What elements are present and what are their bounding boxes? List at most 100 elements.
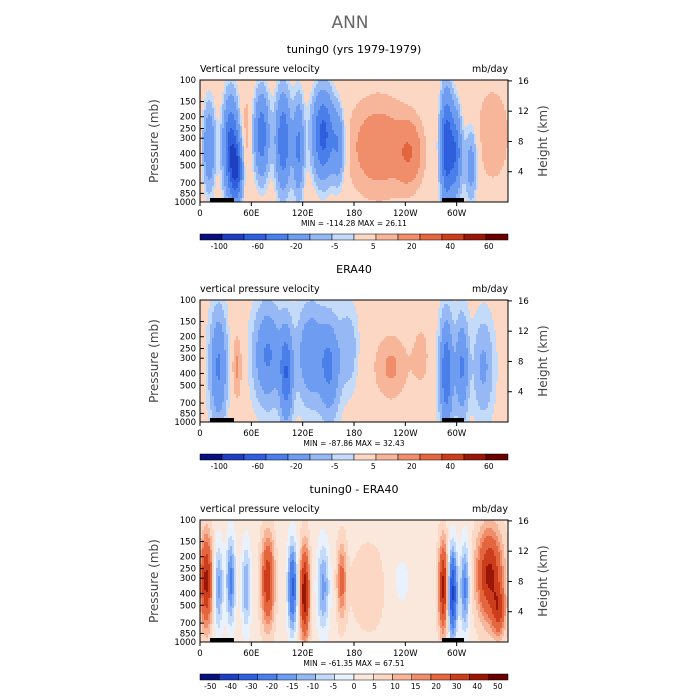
field-cell — [232, 118, 235, 121]
field-cell — [218, 92, 221, 95]
field-cell — [436, 130, 439, 133]
field-cell — [214, 108, 217, 111]
field-cell — [414, 120, 417, 123]
field-cell — [504, 134, 507, 137]
field-cell — [506, 118, 509, 121]
field-cell — [420, 124, 423, 127]
field-cell — [504, 118, 507, 121]
field-cell — [234, 110, 237, 113]
field-cell — [328, 140, 331, 143]
field-cell — [290, 96, 293, 99]
field-cell — [344, 116, 347, 119]
field-cell — [440, 86, 443, 89]
field-cell — [208, 128, 211, 131]
field-cell — [432, 118, 435, 121]
field-cell — [398, 130, 401, 133]
field-cell — [286, 118, 289, 121]
field-cell — [452, 98, 455, 101]
field-cell — [368, 140, 371, 143]
field-cell — [232, 100, 235, 103]
field-cell — [260, 132, 263, 135]
field-cell — [204, 104, 207, 107]
field-cell — [416, 88, 419, 91]
field-cell — [494, 134, 497, 137]
field-cell — [292, 92, 295, 95]
field-cell — [258, 108, 261, 111]
field-cell — [228, 86, 231, 89]
field-cell — [398, 120, 401, 123]
field-cell — [360, 116, 363, 119]
field-cell — [494, 124, 497, 127]
field-cell — [266, 130, 269, 133]
field-cell — [388, 112, 391, 115]
field-cell — [354, 80, 357, 83]
field-cell — [316, 94, 319, 97]
panel-title: tuning0 (yrs 1979-1979) — [287, 43, 422, 56]
field-cell — [502, 134, 505, 137]
field-cell — [260, 142, 263, 145]
field-cell — [384, 110, 387, 113]
field-cell — [484, 86, 487, 89]
field-cell — [260, 120, 263, 123]
field-cell — [498, 136, 501, 139]
field-cell — [454, 130, 457, 133]
field-cell — [338, 86, 341, 89]
field-cell — [322, 102, 325, 105]
field-cell — [250, 116, 253, 119]
field-cell — [290, 122, 293, 125]
field-cell — [290, 86, 293, 89]
field-cell — [258, 90, 261, 93]
field-cell — [280, 80, 283, 83]
field-cell — [488, 80, 491, 83]
field-cell — [502, 136, 505, 139]
field-cell — [342, 106, 345, 109]
field-cell — [498, 106, 501, 109]
field-cell — [346, 90, 349, 93]
field-cell — [272, 84, 275, 87]
field-cell — [304, 90, 307, 93]
field-cell — [368, 138, 371, 141]
field-cell — [226, 122, 229, 125]
field-cell — [382, 114, 385, 117]
field-cell — [270, 82, 273, 85]
field-cell — [316, 98, 319, 101]
field-cell — [360, 80, 363, 83]
field-cell — [272, 88, 275, 91]
field-cell — [332, 92, 335, 95]
field-cell — [232, 134, 235, 137]
field-cell — [384, 84, 387, 87]
field-cell — [490, 120, 493, 123]
field-cell — [224, 124, 227, 127]
field-cell — [484, 84, 487, 87]
field-cell — [462, 110, 465, 113]
field-cell — [424, 126, 427, 129]
field-cell — [370, 102, 373, 105]
field-cell — [484, 128, 487, 131]
field-cell — [402, 122, 405, 125]
field-cell — [324, 98, 327, 101]
field-cell — [454, 82, 457, 85]
field-cell — [454, 104, 457, 107]
field-cell — [456, 96, 459, 99]
field-cell — [420, 126, 423, 129]
field-cell — [484, 142, 487, 145]
field-cell — [372, 118, 375, 121]
field-cell — [310, 144, 313, 147]
field-cell — [372, 114, 375, 117]
field-cell — [464, 116, 467, 119]
field-cell — [214, 96, 217, 99]
field-cell — [200, 102, 203, 105]
field-cell — [236, 108, 239, 111]
field-cell — [354, 110, 357, 113]
field-cell — [472, 122, 475, 125]
field-cell — [490, 128, 493, 131]
field-cell — [472, 98, 475, 101]
field-cell — [340, 82, 343, 85]
field-cell — [440, 110, 443, 113]
field-cell — [328, 144, 331, 147]
field-cell — [282, 136, 285, 139]
field-cell — [458, 102, 461, 105]
field-cell — [370, 100, 373, 103]
field-cell — [398, 140, 401, 143]
field-cell — [338, 138, 341, 141]
